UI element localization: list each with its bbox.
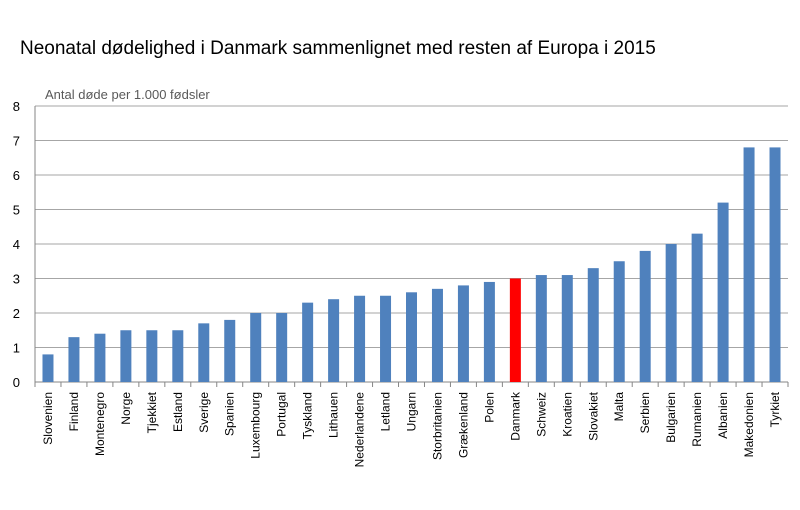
bar-sverige (198, 323, 210, 382)
bar-tyrkiet (769, 147, 781, 382)
bar-grækenland (457, 285, 469, 382)
y-tick-label: 4 (13, 237, 20, 252)
x-tick-label: Norge (119, 392, 133, 425)
y-tick-label: 6 (13, 168, 20, 183)
x-tick-label: Slovakiet (586, 391, 600, 440)
x-tick-label: Tjekkiet (145, 391, 159, 433)
bar-kroatien (561, 275, 573, 382)
bar-danmark (509, 278, 521, 382)
bar-storbritanien (431, 288, 443, 382)
y-tick-label: 2 (13, 306, 20, 321)
bar-makedonien (743, 147, 755, 382)
bar-malta (613, 261, 625, 382)
x-tick-label: Portugal (275, 392, 289, 437)
x-tick-label: Tyrkiet (768, 391, 782, 427)
x-tick-label: Slovenien (41, 392, 55, 445)
x-tick-label: Lithauen (327, 392, 341, 438)
x-tick-label: Tyskland (301, 392, 315, 439)
x-tick-label: Serbien (638, 392, 652, 433)
bar-tyskland (302, 302, 314, 382)
bar-finland (68, 337, 80, 382)
chart-title: Neonatal dødelighed i Danmark sammenlign… (20, 38, 656, 59)
x-tick-label: Grækenland (456, 392, 470, 458)
bar-albanien (717, 202, 729, 382)
x-tick-label: Sverige (197, 392, 211, 433)
bar-norge (120, 330, 132, 382)
y-tick-label: 7 (13, 134, 20, 149)
x-tick-label: Luxembourg (249, 392, 263, 459)
x-tick-label: Albanien (716, 392, 730, 439)
bar-montenegro (94, 333, 106, 382)
x-tick-label: Schweiz (534, 392, 548, 437)
x-tick-label: Rumanien (690, 392, 704, 447)
x-tick-label: Letland (379, 392, 393, 431)
bar-spanien (224, 319, 236, 382)
bar-portugal (276, 313, 288, 382)
bar-schweiz (535, 275, 547, 382)
bar-tjekkiet (146, 330, 158, 382)
bar-lithauen (328, 299, 340, 382)
x-tick-label: Makedonien (742, 392, 756, 457)
bar-nederlandene (354, 295, 366, 382)
bar-bulgarien (665, 244, 677, 382)
bar-letland (380, 295, 392, 382)
bar-rumanien (691, 233, 703, 382)
bar-ungarn (406, 292, 417, 382)
y-axis-label: Antal døde per 1.000 fødsler (45, 87, 210, 102)
x-tick-label: Kroatien (560, 392, 574, 437)
x-tick-label: Malta (612, 392, 626, 422)
bar-estland (172, 330, 184, 382)
x-tick-label: Storbritanien (430, 392, 444, 460)
x-tick-label: Bulgarien (664, 392, 678, 443)
x-tick-label: Finland (67, 392, 81, 431)
x-tick-label: Ungarn (405, 392, 419, 431)
x-tick-label: Estland (171, 392, 185, 432)
y-tick-label: 0 (13, 375, 20, 390)
bar-serbien (639, 250, 651, 382)
x-tick-label: Danmark (508, 391, 522, 441)
y-tick-label: 5 (13, 203, 20, 218)
y-tick-label: 1 (13, 341, 20, 356)
bar-slovakiet (587, 268, 599, 382)
x-tick-label: Nederlandene (353, 392, 367, 468)
x-tick-label: Polen (482, 392, 496, 423)
x-tick-label: Spanien (223, 392, 237, 436)
bar-slovenien (42, 354, 54, 382)
bar-luxembourg (250, 313, 262, 382)
y-tick-label: 3 (13, 272, 20, 287)
y-tick-label: 8 (13, 99, 20, 114)
bar-polen (483, 281, 495, 382)
x-tick-label: Montenegro (93, 392, 107, 456)
